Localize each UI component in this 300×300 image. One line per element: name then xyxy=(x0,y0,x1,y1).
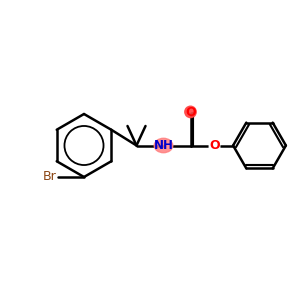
Text: O: O xyxy=(209,139,220,152)
Ellipse shape xyxy=(154,138,173,153)
Text: O: O xyxy=(185,106,196,119)
Ellipse shape xyxy=(185,106,196,118)
Text: NH: NH xyxy=(154,139,173,152)
Text: Br: Br xyxy=(43,170,57,184)
